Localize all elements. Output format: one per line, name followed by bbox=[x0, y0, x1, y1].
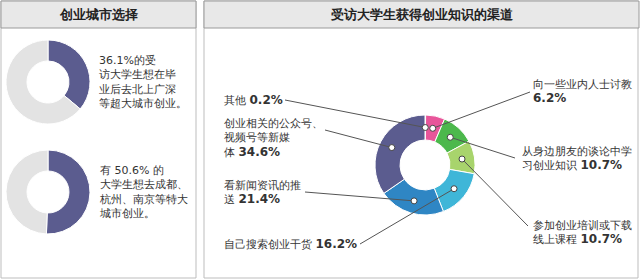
svg-text:自己搜索创业干货 16.2%: 自己搜索创业干货 16.2% bbox=[224, 237, 357, 251]
svg-text:看新闻资讯的推送 21.4%: 看新闻资讯的推送 21.4% bbox=[224, 179, 301, 206]
svg-text:创业城市选择: 创业城市选择 bbox=[59, 7, 138, 22]
svg-text:参加创业培训或下载线上课程 10.7%: 参加创业培训或下载线上课程 10.7% bbox=[533, 219, 632, 246]
svg-text:受访大学生获得创业知识的渠道: 受访大学生获得创业知识的渠道 bbox=[330, 7, 514, 22]
svg-text:创业相关的公众号、视频号等新媒体 34.6%: 创业相关的公众号、视频号等新媒体 34.6% bbox=[224, 117, 323, 159]
svg-text:有 50.6% 的大学生想去成都、杭州、南京等特大城市创业。: 有 50.6% 的大学生想去成都、杭州、南京等特大城市创业。 bbox=[99, 164, 188, 220]
svg-text:其他 0.2%: 其他 0.2% bbox=[224, 93, 283, 107]
svg-text:从身边朋友的谈论中学习创业知识 10.7%: 从身边朋友的谈论中学习创业知识 10.7% bbox=[522, 145, 632, 172]
svg-text:向一些业内人士讨教6.2%: 向一些业内人士讨教6.2% bbox=[533, 78, 632, 105]
svg-text:36.1%的受访大学生想在毕业后去北上广深等超大城市创业。: 36.1%的受访大学生想在毕业后去北上广深等超大城市创业。 bbox=[99, 54, 187, 110]
